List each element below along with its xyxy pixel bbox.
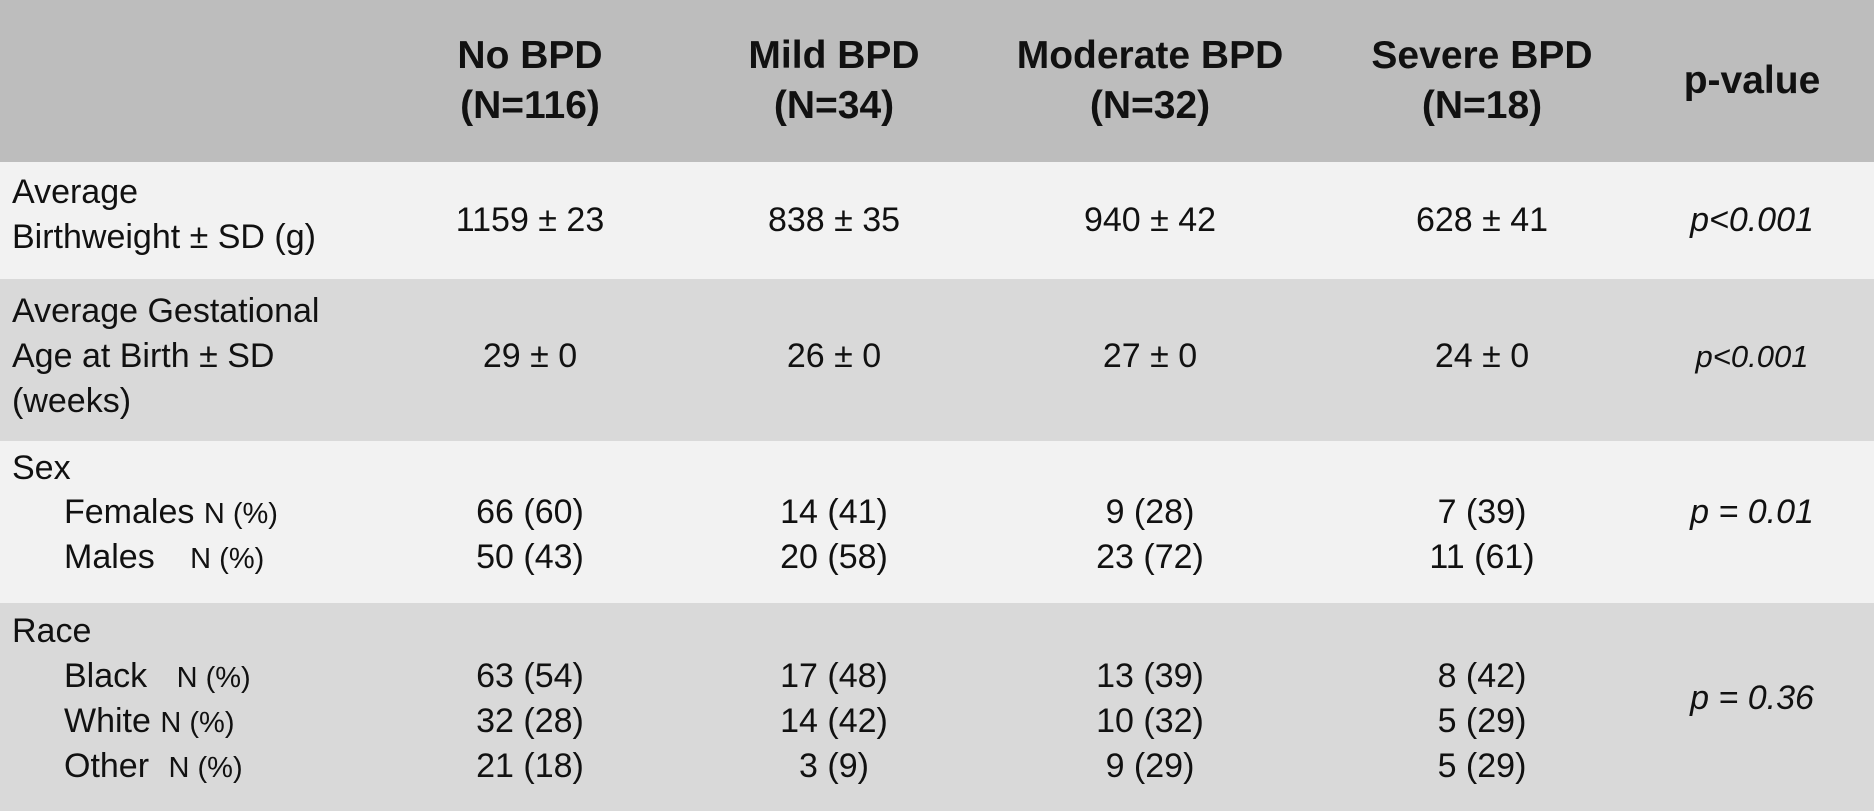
header-severe-bpd-n: (N=18)	[1421, 84, 1543, 127]
row-label-gestational-age: Average Gestational Age at Birth ± SD (w…	[12, 289, 319, 424]
cell-value: 5 (29)	[1437, 702, 1527, 740]
row-label-line: Average	[12, 173, 139, 211]
cell-value: 27 ± 0	[1102, 337, 1198, 375]
sub-label-other: Other N (%)	[64, 744, 243, 791]
cell-value: 32 (28)	[476, 702, 584, 740]
sub-label-text: Females	[64, 493, 195, 531]
header-mild-bpd-name: Mild BPD	[748, 34, 920, 77]
header-severe-bpd-name: Severe BPD	[1371, 34, 1593, 77]
sub-label-males: Males N (%)	[64, 535, 264, 582]
p-value: p<0.001	[1690, 201, 1814, 239]
sub-label-unit: N (%)	[160, 707, 235, 739]
sub-label-unit: N (%)	[203, 498, 278, 530]
cell-value: 3 (9)	[799, 747, 869, 785]
cell-value: 9 (28)	[1105, 493, 1195, 531]
p-value: p = 0.01	[1690, 493, 1814, 531]
cell-value: 20 (58)	[780, 538, 888, 576]
table-header-row: No BPD (N=116) Mild BPD (N=34) Moderate …	[0, 0, 1874, 162]
cell-value: 17 (48)	[780, 657, 888, 695]
cell-value: 5 (29)	[1437, 747, 1527, 785]
header-p-value: p-value	[1652, 0, 1852, 162]
p-value: p = 0.36	[1690, 679, 1814, 717]
sub-label-females: Females N (%)	[64, 490, 278, 537]
cell-value: 7 (39)	[1437, 493, 1527, 531]
cell-value: 940 ± 42	[1083, 201, 1217, 239]
cell-value: 29 ± 0	[482, 337, 578, 375]
header-no-bpd: No BPD (N=116)	[430, 0, 630, 162]
table-row-gestational-age: Average Gestational Age at Birth ± SD (w…	[0, 279, 1874, 441]
header-severe-bpd: Severe BPD (N=18)	[1332, 0, 1632, 162]
header-moderate-bpd-n: (N=32)	[1089, 84, 1211, 127]
sub-label-unit: N (%)	[168, 752, 243, 784]
cell-value: 24 ± 0	[1434, 337, 1530, 375]
p-value: p<0.001	[1695, 339, 1809, 374]
cell-value: 10 (32)	[1096, 702, 1204, 740]
row-label-birthweight: Average Birthweight ± SD (g)	[12, 170, 316, 260]
cell-value: 63 (54)	[476, 657, 584, 695]
cell-value: 9 (29)	[1105, 747, 1195, 785]
cell-value: 628 ± 41	[1415, 201, 1549, 239]
cell-value: 1159 ± 23	[455, 201, 605, 239]
row-label-race: Race	[12, 612, 92, 650]
header-moderate-bpd-name: Moderate BPD	[1016, 34, 1284, 77]
header-moderate-bpd: Moderate BPD (N=32)	[1000, 0, 1300, 162]
sub-label-white: White N (%)	[64, 699, 234, 746]
cell-value: 23 (72)	[1096, 538, 1204, 576]
cell-value: 14 (42)	[780, 702, 888, 740]
header-no-bpd-n: (N=116)	[460, 84, 600, 127]
sub-label-unit: N (%)	[176, 662, 251, 694]
sub-label-text: Males	[64, 538, 155, 576]
sub-label-black: Black N (%)	[64, 654, 251, 701]
cell-value: 26 ± 0	[786, 337, 882, 375]
sub-label-text: Other	[64, 747, 150, 785]
cell-value: 14 (41)	[780, 493, 888, 531]
sub-label-text: Black	[64, 657, 148, 695]
cell-value: 8 (42)	[1437, 657, 1527, 695]
row-label-line: Birthweight ± SD (g)	[12, 218, 316, 256]
cell-value: 13 (39)	[1096, 657, 1204, 695]
sub-label-unit: N (%)	[190, 543, 265, 575]
row-label-line: (weeks)	[12, 382, 132, 420]
cell-value: 50 (43)	[476, 538, 584, 576]
sub-label-text: White	[64, 702, 151, 740]
table-row-birthweight: Average Birthweight ± SD (g) 1159 ± 23 8…	[0, 162, 1874, 279]
cell-value: 838 ± 35	[767, 201, 901, 239]
row-label-line: Age at Birth ± SD	[12, 337, 275, 375]
header-no-bpd-name: No BPD	[457, 34, 603, 77]
table-row-sex: Sex Females N (%) 66 (60) 14 (41) 9 (28)…	[0, 441, 1874, 603]
row-label-line: Average Gestational	[12, 292, 320, 330]
cell-value: 11 (61)	[1429, 538, 1535, 576]
row-label-sex: Sex	[12, 449, 71, 487]
header-mild-bpd: Mild BPD (N=34)	[734, 0, 934, 162]
header-mild-bpd-n: (N=34)	[773, 84, 895, 127]
cell-value: 66 (60)	[476, 493, 584, 531]
cell-value: 21 (18)	[476, 747, 584, 785]
header-p-value-name: p-value	[1683, 59, 1821, 102]
table-row-race: Race Black N (%) 63 (54) 17 (48) 13 (39)…	[0, 603, 1874, 811]
